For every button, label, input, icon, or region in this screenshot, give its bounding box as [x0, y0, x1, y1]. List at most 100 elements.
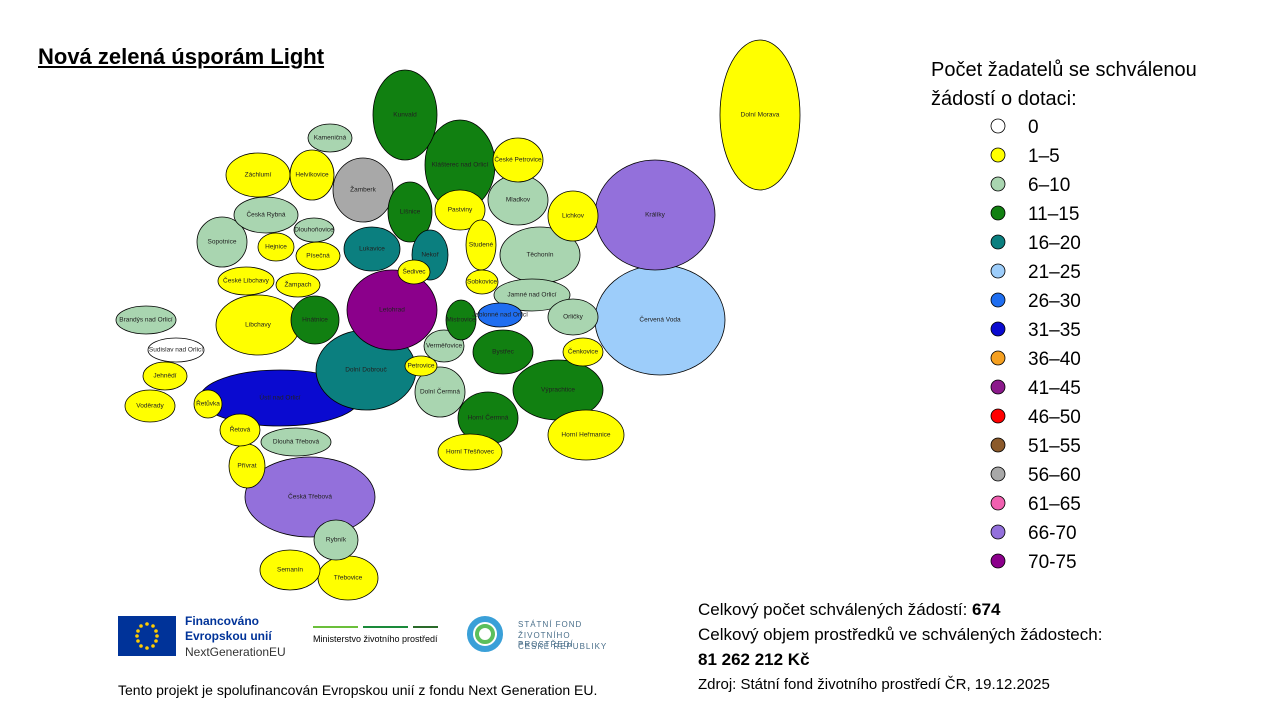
volume-value: 81 262 212 Kč — [698, 650, 810, 669]
logo-graphics — [118, 616, 503, 656]
legend-label: 16–20 — [1028, 233, 1081, 254]
municipality — [404, 355, 438, 377]
municipality-label: Studené — [469, 242, 494, 249]
municipality — [562, 337, 604, 367]
municipality — [437, 433, 503, 471]
municipality-label: Ústí nad Orlicí — [259, 393, 300, 402]
municipality-label: Jamné nad Orlicí — [507, 292, 556, 299]
legend-label: 31–35 — [1028, 320, 1081, 341]
municipality — [275, 272, 321, 298]
municipality — [307, 123, 353, 153]
municipality-label: Kunvald — [393, 112, 417, 119]
municipality — [547, 298, 599, 336]
municipality-label: Líšnice — [400, 209, 421, 216]
municipality-label: Orličky — [563, 314, 584, 321]
municipality-label: Kameničná — [314, 135, 347, 142]
title: Nová zelená úsporám Light — [38, 44, 325, 69]
fund-text: ČESKÉ REPUBLIKY — [518, 642, 608, 651]
logos: Financováno Evropskou unií NextGeneratio… — [118, 612, 618, 672]
municipality-label: Mistrovice — [446, 317, 476, 324]
legend-swatch — [990, 408, 1006, 424]
municipality-label: Libchavy — [245, 322, 271, 329]
municipality-label: Jehnědí — [153, 373, 176, 380]
municipality-label: Petrovice — [407, 363, 434, 370]
count-row: Celkový počet schválených žádostí: 674 — [698, 597, 1102, 622]
municipality-label: Dolní Čermná — [420, 387, 460, 396]
municipality-label: Králíky — [645, 212, 666, 219]
municipality-label: Horní Čermná — [468, 413, 509, 422]
municipality-label: Těchonín — [526, 252, 553, 259]
municipality — [472, 329, 534, 375]
municipality-label: Verměřovice — [426, 343, 463, 350]
municipality — [217, 266, 275, 296]
legend-swatch — [990, 321, 1006, 337]
municipality-label: Žampach — [284, 280, 311, 289]
municipality — [219, 413, 261, 447]
municipality — [547, 409, 625, 461]
legend-label: 70-75 — [1028, 552, 1077, 573]
eu-stars — [135, 622, 159, 650]
municipality-label: Hnátnice — [302, 317, 328, 324]
legend-label: 56–60 — [1028, 465, 1081, 486]
legend-label: 11–15 — [1028, 204, 1079, 225]
municipality-label: Nekoř — [421, 252, 439, 259]
municipality-label: Česká Rybná — [246, 210, 285, 219]
municipality — [142, 361, 188, 391]
legend-label: 26–30 — [1028, 291, 1081, 312]
legend-swatch — [990, 263, 1006, 279]
legend-label: 66-70 — [1028, 523, 1077, 544]
municipality — [547, 190, 599, 242]
municipality-label: Třebovice — [334, 575, 363, 582]
legend-label: 61–65 — [1028, 494, 1081, 515]
municipality-label: Šedivec — [402, 267, 426, 276]
municipality — [289, 149, 335, 201]
municipality-label: Pastviny — [448, 207, 473, 214]
municipality-label: Rybník — [326, 537, 347, 544]
ministry-text: Ministerstvo životního prostředí — [313, 634, 438, 644]
municipality-label: Lichkov — [562, 213, 585, 220]
legend-swatch — [990, 176, 1006, 192]
fund-text: STÁTNÍ FOND — [518, 620, 583, 629]
stats: Celkový počet schválených žádostí: 674 C… — [698, 597, 1102, 697]
municipality-label: Dolní Dobrouč — [345, 367, 387, 374]
legend-label: 51–55 — [1028, 436, 1081, 457]
legend-label: 21–25 — [1028, 262, 1081, 283]
municipality — [196, 216, 248, 268]
municipality-label: Letohrad — [379, 307, 405, 314]
municipality-label: Voděrady — [136, 403, 164, 410]
municipality-label: Dlouhá Třebová — [273, 439, 320, 446]
legend-title: Počet žadatelů se schválenou žádostí o d… — [931, 59, 1197, 110]
municipality — [260, 427, 332, 457]
count-label: Celkový počet schválených žádostí: — [698, 600, 968, 619]
municipality-label: Sudislav nad Orlicí — [149, 347, 203, 354]
municipality — [414, 366, 466, 418]
municipality — [147, 337, 205, 363]
legend-swatch — [990, 437, 1006, 453]
municipality — [465, 269, 499, 295]
municipality-label: Klášterec nad Orlicí — [432, 162, 489, 169]
municipality-label: Sobkovice — [467, 279, 497, 286]
municipality-label: Přívrat — [237, 463, 256, 470]
municipality — [719, 39, 801, 191]
municipality-label: Sopotnice — [208, 239, 237, 246]
municipality — [244, 456, 376, 538]
municipality-label: Jablonné nad Orlicí — [472, 312, 528, 319]
municipality-label: Řetůvka — [196, 399, 220, 408]
municipality-label: Semanín — [277, 567, 303, 574]
count-value: 674 — [972, 600, 1001, 619]
municipality-label: Řetová — [230, 425, 251, 434]
fund-text: ŽIVOTNÍHO PROSTŘEDÍ — [518, 631, 574, 649]
legend-swatch — [990, 495, 1006, 511]
municipality-label: Záchlumí — [245, 172, 272, 179]
legend-label: 1–5 — [1028, 146, 1060, 167]
municipality-label: Hejnice — [265, 244, 287, 251]
eu-text: Financováno — [185, 614, 260, 628]
legend-swatch — [990, 466, 1006, 482]
municipality — [193, 389, 223, 419]
municipality-label: Helvíkovice — [295, 172, 329, 179]
eu-flag — [118, 616, 176, 656]
municipality — [115, 305, 177, 335]
legend-swatch — [990, 118, 1006, 134]
